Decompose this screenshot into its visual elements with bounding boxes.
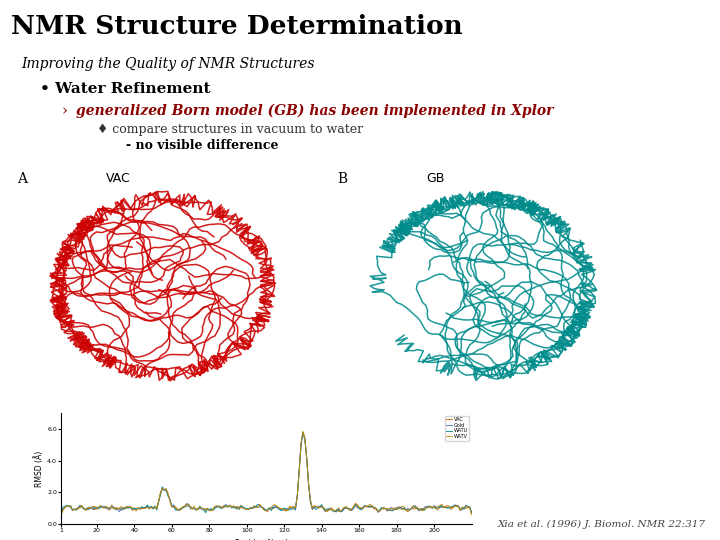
Gold xyxy=(426,503,435,510)
WATU xyxy=(405,507,414,513)
Y-axis label: RMSD (Å): RMSD (Å) xyxy=(35,450,45,487)
VAC xyxy=(418,505,427,512)
Text: GB: GB xyxy=(426,172,445,185)
Legend: VAC, Gold, WATU, WATV: VAC, Gold, WATU, WATV xyxy=(445,416,469,441)
WATU xyxy=(426,503,435,510)
Line: Gold: Gold xyxy=(61,433,472,513)
VAC xyxy=(57,511,66,518)
VAC xyxy=(299,429,307,435)
Text: ♦ compare structures in vacuum to water: ♦ compare structures in vacuum to water xyxy=(97,123,364,136)
WATU xyxy=(177,505,186,512)
Text: B: B xyxy=(338,172,348,186)
WATV xyxy=(405,507,414,513)
Line: WATV: WATV xyxy=(61,431,472,515)
WATV xyxy=(418,508,427,514)
Text: Xia et al. (1996) J. Biomol. NMR 22:317: Xia et al. (1996) J. Biomol. NMR 22:317 xyxy=(498,520,706,529)
Line: WATU: WATU xyxy=(61,433,472,514)
Text: NMR Structure Determination: NMR Structure Determination xyxy=(11,14,462,38)
Text: generalized Born model (GB) has been implemented in Xplor: generalized Born model (GB) has been imp… xyxy=(76,104,553,118)
Gold xyxy=(405,507,414,514)
Line: VAC: VAC xyxy=(61,432,472,515)
Gold xyxy=(467,509,476,515)
WATU xyxy=(169,503,178,510)
Gold xyxy=(177,506,186,512)
Text: • Water Refinement: • Water Refinement xyxy=(40,82,210,96)
Gold xyxy=(418,507,427,513)
WATU xyxy=(299,429,307,436)
Gold xyxy=(299,430,307,436)
WATV xyxy=(299,428,307,435)
X-axis label: Residue Number: Residue Number xyxy=(235,538,298,540)
VAC xyxy=(426,504,435,511)
Text: - no visible difference: - no visible difference xyxy=(126,139,279,152)
VAC xyxy=(276,506,285,512)
Text: ›: › xyxy=(61,104,67,118)
VAC xyxy=(169,503,178,509)
WATV xyxy=(467,511,476,518)
Gold xyxy=(276,505,285,512)
WATU xyxy=(467,510,476,517)
WATV xyxy=(426,503,435,509)
WATV xyxy=(57,511,66,518)
WATV xyxy=(177,507,186,513)
VAC xyxy=(405,507,414,513)
WATU xyxy=(57,511,66,517)
Text: VAC: VAC xyxy=(106,172,130,185)
WATV xyxy=(169,504,178,511)
Gold xyxy=(57,510,66,516)
Text: A: A xyxy=(17,172,27,186)
WATU xyxy=(276,507,285,514)
VAC xyxy=(467,510,476,517)
Text: Improving the Quality of NMR Structures: Improving the Quality of NMR Structures xyxy=(22,57,315,71)
WATU xyxy=(418,507,427,513)
VAC xyxy=(177,505,186,511)
Gold xyxy=(169,502,178,508)
WATV xyxy=(276,505,285,512)
